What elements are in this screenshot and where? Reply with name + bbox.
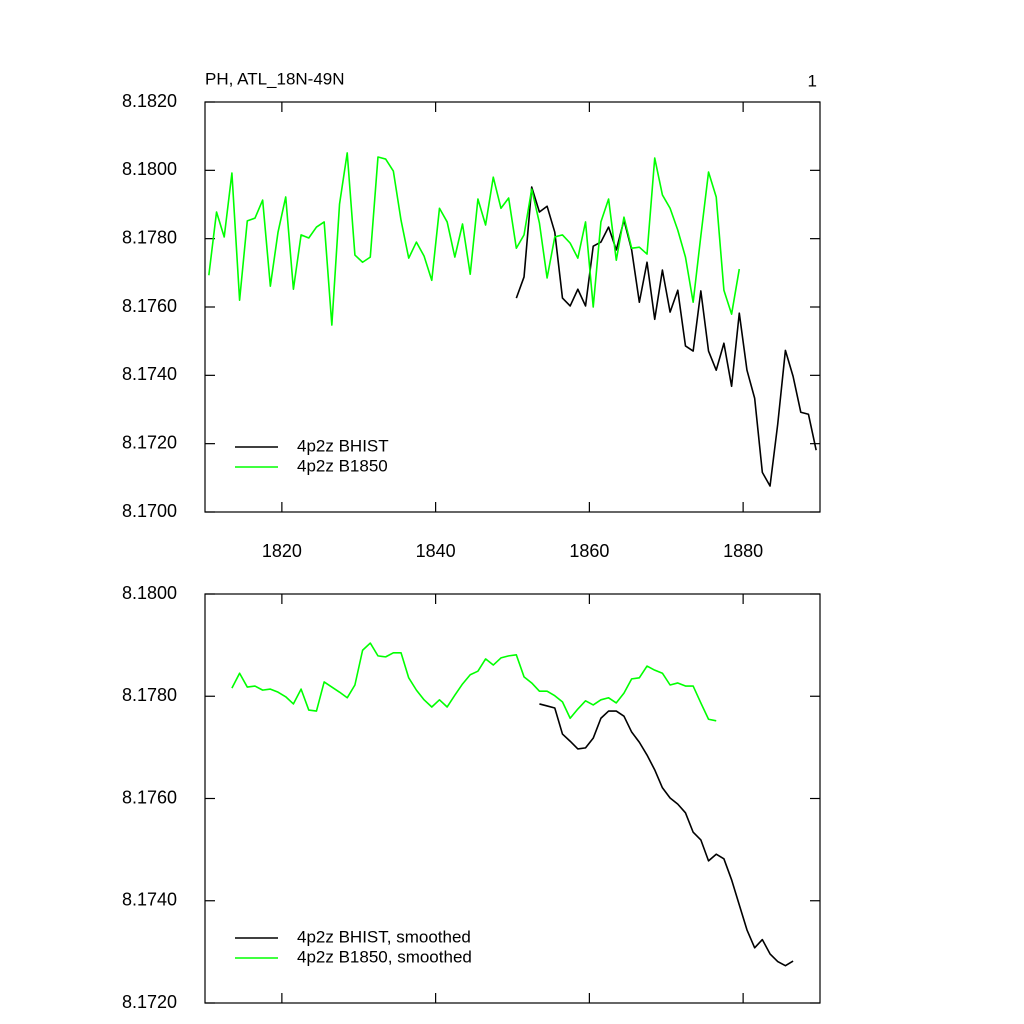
y-tick-label: 8.1760 xyxy=(122,787,177,807)
x-tick-label: 1860 xyxy=(569,541,609,561)
legend-label: 4p2z B1850, smoothed xyxy=(297,947,472,966)
y-tick-label: 8.1800 xyxy=(122,159,177,179)
series-line xyxy=(208,152,741,326)
y-tick-label: 8.1780 xyxy=(122,685,177,705)
x-tick-label: 1880 xyxy=(723,541,763,561)
y-tick-label: 8.1720 xyxy=(122,432,177,452)
y-tick-label: 8.1720 xyxy=(122,992,177,1012)
y-tick-label: 8.1820 xyxy=(122,91,177,111)
series-line xyxy=(539,703,794,967)
x-tick-label: 1820 xyxy=(262,541,302,561)
y-tick-label: 8.1700 xyxy=(122,501,177,521)
y-tick-label: 8.1780 xyxy=(122,227,177,247)
legend-label: 4p2z BHIST, smoothed xyxy=(297,927,471,946)
x-tick-label: 1840 xyxy=(416,541,456,561)
y-tick-label: 8.1740 xyxy=(122,364,177,384)
chart-title: PH, ATL_18N-49N xyxy=(205,69,345,88)
series-line xyxy=(231,642,717,722)
legend-label: 4p2z B1850 xyxy=(297,456,388,475)
legend-label: 4p2z BHIST xyxy=(297,436,389,455)
series-line xyxy=(515,186,817,487)
annotation: 1 xyxy=(808,71,817,90)
y-tick-label: 8.1760 xyxy=(122,296,177,316)
y-tick-label: 8.1800 xyxy=(122,583,177,603)
y-tick-label: 8.1740 xyxy=(122,890,177,910)
